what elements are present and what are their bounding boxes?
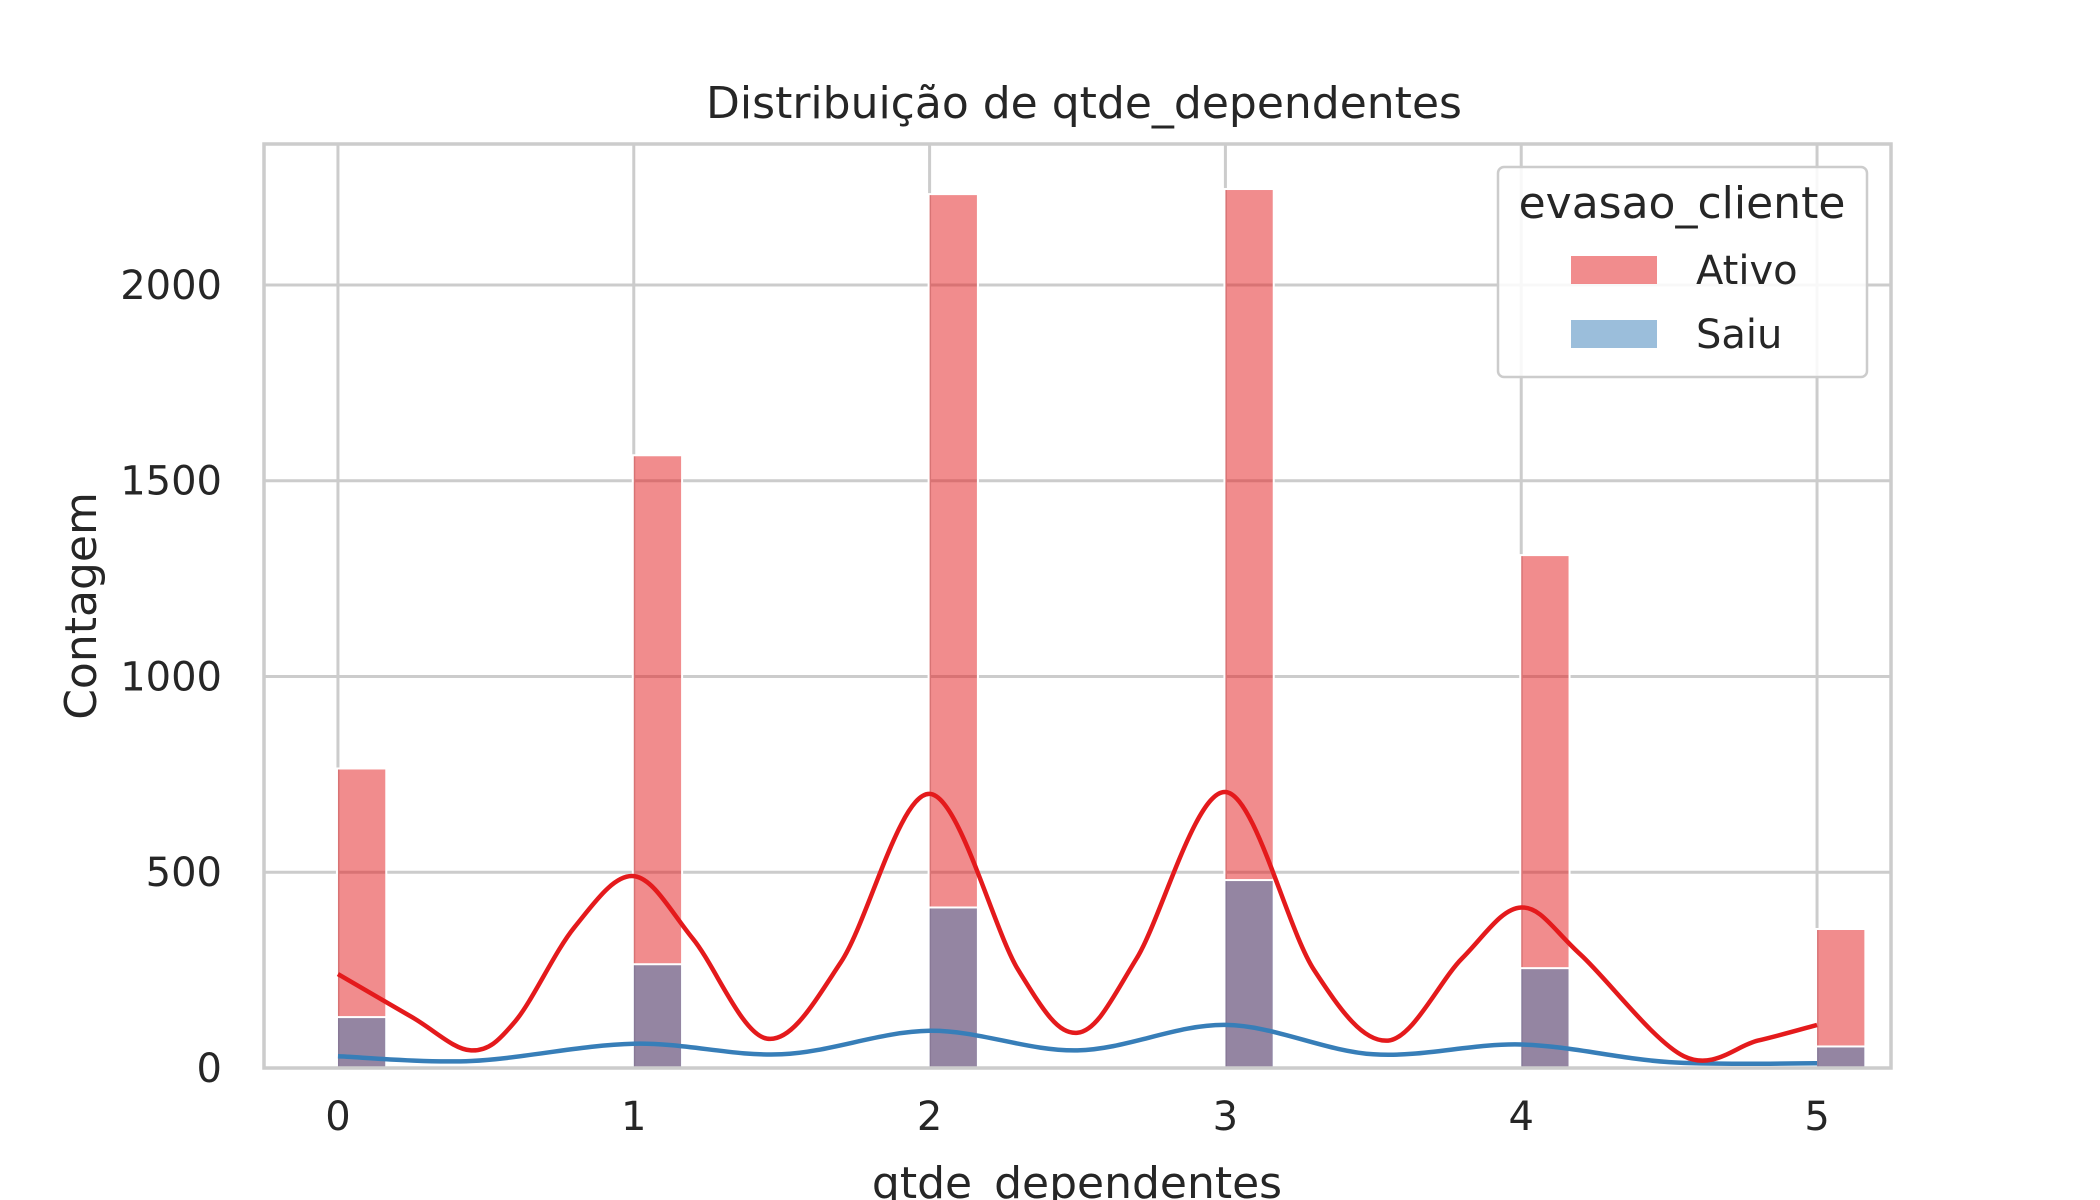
bar-ativo-5 (1815, 928, 1867, 1070)
x-tick-label-3: 3 (1213, 1094, 1238, 1140)
legend-swatch-ativo (1571, 256, 1657, 284)
legend-label-saiu: Saiu (1696, 312, 1782, 358)
y-axis-label: Contagem (56, 492, 107, 720)
bar-saiu-2 (927, 906, 979, 1069)
x-tick-label-0: 0 (325, 1094, 350, 1140)
x-tick-label-1: 1 (621, 1094, 646, 1140)
bar-saiu-5 (1815, 1045, 1867, 1069)
bar-saiu-1 (631, 963, 684, 1070)
legend: evasao_cliente Ativo Saiu (1496, 165, 1869, 379)
x-tick-label-5: 5 (1804, 1094, 1829, 1140)
x-tick-labels: 0 1 2 3 4 5 (325, 1094, 1830, 1140)
x-tick-label-2: 2 (917, 1094, 942, 1140)
y-tick-label-500: 500 (146, 850, 222, 896)
y-tick-label-2000: 2000 (120, 263, 222, 309)
legend-title: evasao_cliente (1519, 178, 1846, 229)
kde-line-ativo (336, 789, 1818, 1063)
x-axis-label: qtde_dependentes (872, 1158, 1282, 1200)
y-tick-label-1500: 1500 (120, 459, 222, 505)
y-tick-labels: 0 500 1000 1500 2000 (120, 263, 222, 1092)
legend-label-ativo: Ativo (1696, 248, 1798, 294)
x-tick-label-4: 4 (1509, 1094, 1534, 1140)
bar-saiu-4 (1519, 967, 1571, 1069)
histogram-bars (335, 188, 1867, 1070)
kde-line-saiu (337, 1022, 1818, 1067)
y-tick-label-0: 0 (197, 1046, 222, 1092)
bar-saiu-3 (1223, 879, 1275, 1070)
y-tick-label-1000: 1000 (120, 654, 222, 700)
kde-curves (336, 789, 1818, 1067)
legend-swatch-saiu (1571, 320, 1657, 348)
chart-title: Distribuição de qtde_dependentes (706, 78, 1462, 129)
plot-frame (262, 142, 1893, 1070)
